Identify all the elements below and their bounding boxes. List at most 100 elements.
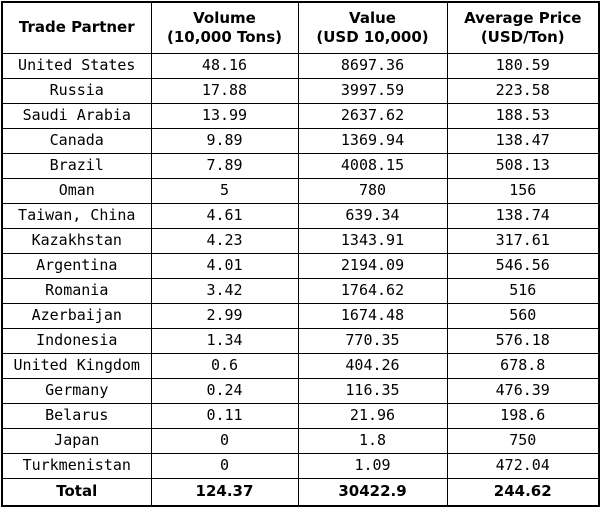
value-cell: 770.35: [297, 327, 448, 354]
volume-cell: 13.99: [150, 102, 299, 129]
volume-cell: 0.24: [150, 377, 299, 404]
table-row: Kazakhstan 4.23 1343.91 317.61: [1, 227, 600, 254]
trade-partner-cell: Oman: [1, 177, 152, 204]
volume-cell: 5: [150, 177, 299, 204]
trade-partner-cell: Saudi Arabia: [1, 102, 152, 129]
table-row: Japan 0 1.8 750: [1, 427, 600, 454]
trade-partner-cell: Romania: [1, 277, 152, 304]
volume-cell: 7.89: [150, 152, 299, 179]
table-row: Indonesia 1.34 770.35 576.18: [1, 327, 600, 354]
trade-partner-cell: United States: [1, 52, 152, 79]
total-average-price-cell: 244.62: [446, 477, 600, 507]
table-row: Saudi Arabia 13.99 2637.62 188.53: [1, 102, 600, 129]
value-cell: 21.96: [297, 402, 448, 429]
trade-partner-cell: Germany: [1, 377, 152, 404]
value-cell: 1.09: [297, 452, 448, 479]
trade-partner-table: Trade Partner Volume (10,000 Tons) Value…: [1, 1, 600, 507]
volume-cell: 17.88: [150, 77, 299, 104]
value-cell: 639.34: [297, 202, 448, 229]
header-volume-label: Volume: [193, 8, 256, 27]
average-price-cell: 317.61: [446, 227, 600, 254]
header-value: Value (USD 10,000): [297, 1, 448, 54]
value-cell: 3997.59: [297, 77, 448, 104]
value-cell: 116.35: [297, 377, 448, 404]
value-cell: 1674.48: [297, 302, 448, 329]
value-cell: 4008.15: [297, 152, 448, 179]
header-trade-partner-label: Trade Partner: [18, 18, 135, 37]
header-volume-unit: (10,000 Tons): [167, 27, 282, 46]
volume-cell: 9.89: [150, 127, 299, 154]
value-cell: 8697.36: [297, 52, 448, 79]
average-price-cell: 476.39: [446, 377, 600, 404]
average-price-cell: 516: [446, 277, 600, 304]
volume-cell: 1.34: [150, 327, 299, 354]
trade-partner-cell: Belarus: [1, 402, 152, 429]
header-average-price: Average Price (USD/Ton): [446, 1, 600, 54]
header-value-unit: (USD 10,000): [316, 27, 429, 46]
table-row: Azerbaijan 2.99 1674.48 560: [1, 302, 600, 329]
total-row: Total 124.37 30422.9 244.62: [1, 477, 600, 507]
header-value-label: Value: [349, 8, 396, 27]
average-price-cell: 138.47: [446, 127, 600, 154]
value-cell: 780: [297, 177, 448, 204]
value-cell: 1764.62: [297, 277, 448, 304]
value-cell: 1343.91: [297, 227, 448, 254]
header-volume: Volume (10,000 Tons): [150, 1, 299, 54]
average-price-cell: 678.8: [446, 352, 600, 379]
volume-cell: 0.11: [150, 402, 299, 429]
header-trade-partner: Trade Partner: [1, 1, 152, 54]
average-price-cell: 576.18: [446, 327, 600, 354]
table-row: Germany 0.24 116.35 476.39: [1, 377, 600, 404]
average-price-cell: 472.04: [446, 452, 600, 479]
average-price-cell: 198.6: [446, 402, 600, 429]
average-price-cell: 223.58: [446, 77, 600, 104]
table-row: United States 48.16 8697.36 180.59: [1, 52, 600, 79]
average-price-cell: 138.74: [446, 202, 600, 229]
table-row: Turkmenistan 0 1.09 472.04: [1, 452, 600, 479]
table-body: United States 48.16 8697.36 180.59 Russia 17.…: [1, 52, 600, 507]
value-cell: 404.26: [297, 352, 448, 379]
trade-partner-cell: Azerbaijan: [1, 302, 152, 329]
trade-partner-cell: Taiwan, China: [1, 202, 152, 229]
trade-partner-cell: Canada: [1, 127, 152, 154]
average-price-cell: 156: [446, 177, 600, 204]
volume-cell: 0: [150, 427, 299, 454]
total-trade-partner-cell: Total: [1, 477, 152, 507]
total-value-cell: 30422.9: [297, 477, 448, 507]
average-price-cell: 546.56: [446, 252, 600, 279]
table-row: Canada 9.89 1369.94 138.47: [1, 127, 600, 154]
trade-partner-cell: Argentina: [1, 252, 152, 279]
trade-partner-cell: Indonesia: [1, 327, 152, 354]
table-row: Romania 3.42 1764.62 516: [1, 277, 600, 304]
trade-partner-cell: Turkmenistan: [1, 452, 152, 479]
value-cell: 2637.62: [297, 102, 448, 129]
average-price-cell: 750: [446, 427, 600, 454]
volume-cell: 48.16: [150, 52, 299, 79]
volume-cell: 0.6: [150, 352, 299, 379]
trade-partner-cell: Russia: [1, 77, 152, 104]
table-row: Belarus 0.11 21.96 198.6: [1, 402, 600, 429]
volume-cell: 4.23: [150, 227, 299, 254]
trade-partner-cell: Japan: [1, 427, 152, 454]
table-row: Brazil 7.89 4008.15 508.13: [1, 152, 600, 179]
value-cell: 2194.09: [297, 252, 448, 279]
volume-cell: 0: [150, 452, 299, 479]
table-row: Oman 5 780 156: [1, 177, 600, 204]
table-row: Taiwan, China 4.61 639.34 138.74: [1, 202, 600, 229]
volume-cell: 4.61: [150, 202, 299, 229]
table-row: United Kingdom 0.6 404.26 678.8: [1, 352, 600, 379]
volume-cell: 4.01: [150, 252, 299, 279]
volume-cell: 3.42: [150, 277, 299, 304]
total-volume-cell: 124.37: [150, 477, 299, 507]
header-average-price-unit: (USD/Ton): [480, 27, 565, 46]
trade-partner-cell: United Kingdom: [1, 352, 152, 379]
trade-partner-cell: Kazakhstan: [1, 227, 152, 254]
table-row: Russia 17.88 3997.59 223.58: [1, 77, 600, 104]
average-price-cell: 188.53: [446, 102, 600, 129]
header-average-price-label: Average Price: [464, 8, 582, 27]
table-row: Argentina 4.01 2194.09 546.56: [1, 252, 600, 279]
average-price-cell: 560: [446, 302, 600, 329]
header-row: Trade Partner Volume (10,000 Tons) Value…: [1, 1, 600, 54]
average-price-cell: 180.59: [446, 52, 600, 79]
value-cell: 1369.94: [297, 127, 448, 154]
